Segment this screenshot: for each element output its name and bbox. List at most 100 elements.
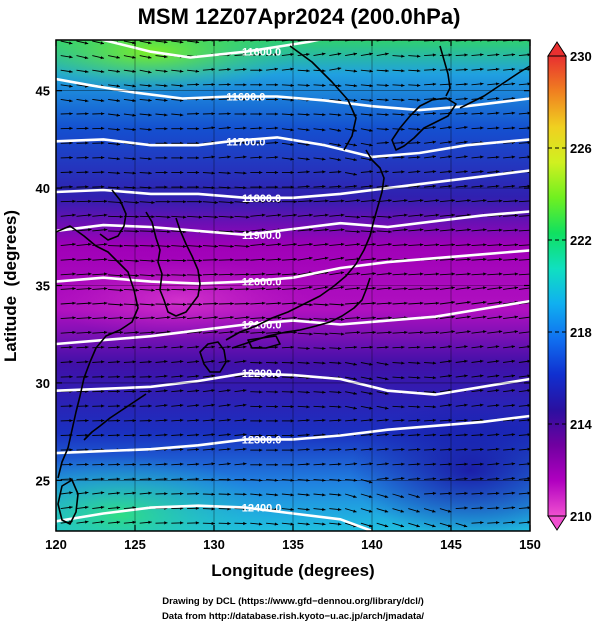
wind-vector-head: [164, 477, 168, 481]
wind-vector-head: [132, 491, 136, 495]
wind-vector-head: [132, 157, 136, 161]
wind-vector-head: [101, 389, 105, 393]
wind-vector-head: [246, 302, 250, 306]
wind-vector-head: [69, 84, 73, 88]
wind-vector-head: [167, 200, 171, 204]
wind-vector-head: [116, 462, 121, 466]
wind-vector-head: [404, 213, 408, 217]
wind-vector-head: [258, 493, 263, 497]
wind-vector-head: [483, 257, 487, 261]
wind-vector-head: [132, 84, 136, 88]
wind-vector-head: [511, 491, 516, 495]
wind-vector-head: [69, 419, 73, 423]
wind-vector-head: [325, 332, 329, 336]
wind-vector-head: [246, 215, 250, 219]
wind-vector-head: [337, 67, 342, 71]
wind-vector: [518, 200, 530, 203]
wind-vector-head: [385, 127, 389, 131]
wind-vector-head: [116, 84, 120, 88]
wind-vector-head: [211, 389, 215, 393]
wind-vector-head: [448, 155, 452, 159]
wind-vector-head: [148, 41, 152, 45]
wind-vector-head: [293, 287, 297, 291]
wind-vector-head: [309, 256, 313, 260]
wind-vector-head: [290, 345, 294, 349]
wind-vector-head: [369, 69, 373, 73]
wind-vector-head: [322, 69, 326, 73]
wind-vector-head: [435, 199, 440, 203]
wind-vector-head: [274, 361, 279, 365]
wind-vector-head: [338, 462, 342, 466]
wind-vector-head: [369, 98, 373, 102]
wind-vector-head: [101, 156, 105, 160]
wind-vector-head: [198, 315, 203, 319]
wind-vector-head: [372, 330, 376, 334]
wind-vector-head: [243, 345, 247, 349]
wind-vector-head: [195, 112, 200, 116]
wind-vector-head: [404, 287, 408, 291]
wind-vector-head: [132, 477, 136, 481]
wind-vector-head: [420, 330, 424, 334]
wind-vector-head: [483, 199, 487, 203]
wind-vector-head: [432, 390, 437, 394]
wind-vector-head: [116, 113, 120, 117]
wind-vector-head: [353, 84, 358, 88]
wind-vector-head: [432, 361, 437, 365]
wind-vector-head: [243, 53, 247, 57]
wind-vector-head: [293, 242, 297, 246]
wind-vector-head: [259, 375, 263, 379]
wind-vector-head: [195, 69, 200, 73]
wind-vector-head: [385, 377, 389, 381]
wind-vector-head: [290, 361, 294, 365]
wind-vector-head: [214, 244, 218, 248]
wind-vector-head: [369, 447, 373, 451]
wind-vector-head: [259, 448, 263, 452]
wind-vector-head: [274, 390, 279, 394]
wind-vector-head: [104, 257, 108, 261]
wind-vector-head: [290, 375, 294, 379]
wind-vector-head: [388, 215, 392, 219]
wind-vector-head: [246, 287, 250, 291]
wind-vector-head: [356, 199, 361, 203]
wind-vector-head: [101, 477, 105, 481]
wind-vector-head: [511, 403, 516, 407]
wind-vector-head: [340, 256, 345, 260]
wind-vector-head: [243, 447, 247, 451]
wind-vector-head: [88, 213, 92, 217]
wind-vector-head: [369, 84, 373, 88]
wind-vector-head: [306, 493, 310, 497]
wind-vector-head: [290, 113, 294, 117]
wind-vector-head: [432, 418, 437, 422]
wind-vector-head: [164, 98, 168, 102]
wind-vector-head: [100, 41, 104, 45]
wind-vector-head: [151, 244, 155, 248]
wind-vector-head: [293, 316, 297, 320]
wind-vector-head: [259, 155, 263, 159]
wind-vector-head: [322, 493, 326, 497]
wind-vector-head: [135, 200, 139, 205]
wind-vector-head: [435, 228, 440, 232]
wind-vector-head: [180, 521, 184, 525]
wind-vector-head: [293, 200, 297, 204]
wind-vector-head: [227, 171, 231, 175]
wind-vector-head: [72, 301, 76, 305]
wind-vector-head: [483, 330, 487, 334]
wind-vector-head: [353, 184, 358, 188]
wind-vector: [518, 331, 530, 334]
wind-vector-head: [385, 391, 389, 395]
wind-vector-head: [132, 520, 136, 524]
wind-vector-head: [388, 242, 392, 246]
wind-vector-head: [290, 142, 294, 146]
wind-vector-head: [495, 97, 500, 101]
wind-vector-head: [420, 287, 424, 291]
y-axis: 25 30 35 40 45: [36, 84, 530, 488]
wind-vector-head: [483, 315, 487, 319]
wind-vector-head: [148, 462, 152, 466]
wind-vector-head: [100, 99, 105, 103]
wind-vector-head: [372, 257, 376, 261]
wind-vector-head: [432, 491, 437, 495]
wind-vector-head: [511, 126, 516, 130]
wind-vector-head: [480, 506, 484, 510]
wind-vector-head: [325, 317, 329, 321]
wind-vector-head: [88, 272, 92, 276]
